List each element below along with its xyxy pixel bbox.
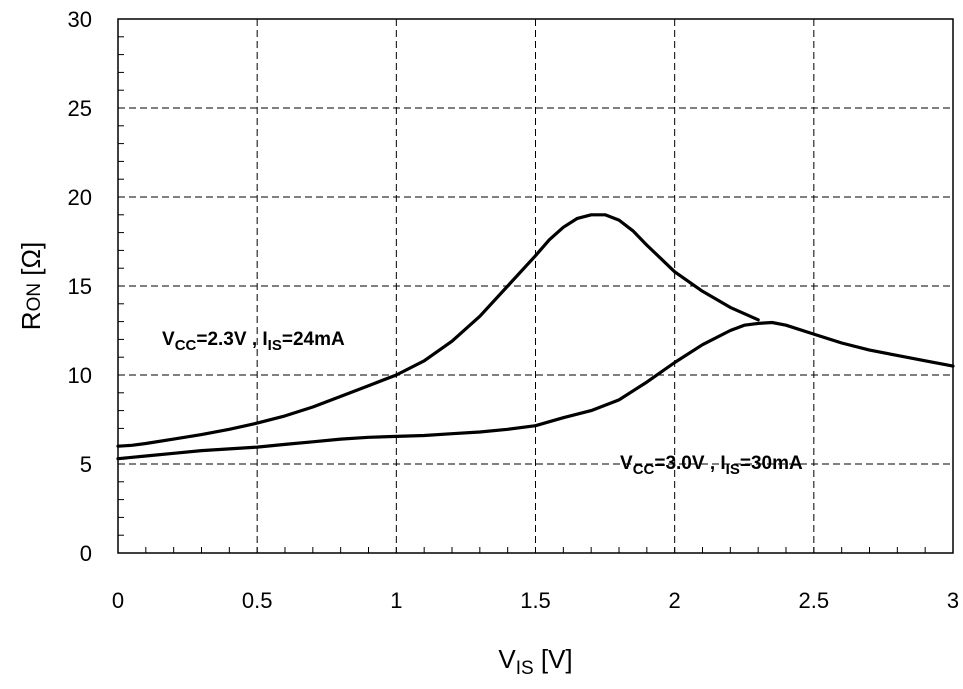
plot-frame — [117, 18, 954, 554]
y-axis-title-sub: ON — [24, 283, 45, 312]
y-tick-labels: 0 5 10 15 20 25 30 — [68, 7, 92, 566]
series-line-0 — [116, 213, 760, 448]
y-tick-label: 5 — [80, 452, 92, 477]
y-tick-label: 10 — [68, 363, 92, 388]
series-label-part: =2.3V , I — [196, 329, 267, 350]
x-tick-label: 2 — [669, 588, 681, 613]
series-label-sub: CC — [175, 337, 197, 354]
y-tick-label: 20 — [68, 185, 92, 210]
x-axis-title-sub: IS — [516, 658, 534, 679]
y-tick-label: 0 — [80, 541, 92, 566]
y-tick-label: 30 — [68, 7, 92, 32]
y-tick-label: 25 — [68, 96, 92, 121]
x-tick-label: 1 — [390, 588, 402, 613]
x-axis-title-main: V — [498, 644, 516, 674]
y-axis-title-main: R — [16, 311, 46, 330]
series-label-sub: IS — [268, 337, 282, 354]
y-axis-title-unit: [Ω] — [16, 242, 46, 283]
series-label-vcc-2-3v: VCC=2.3V , IIS=24mA — [162, 329, 345, 354]
series-label-part: =24mA — [282, 329, 345, 350]
x-tick-label: 0 — [112, 588, 124, 613]
x-axis-title: VIS [V] — [498, 644, 572, 679]
series-label-part: =30mA — [740, 453, 803, 474]
series-label-vcc-3-0v: VCC=3.0V , IIS=30mA — [620, 453, 803, 478]
y-axis-title: RON [Ω] — [16, 242, 46, 330]
x-tick-label: 0.5 — [242, 588, 273, 613]
x-tick-label: 2.5 — [799, 588, 830, 613]
series-lines — [116, 213, 955, 461]
x-tick-labels: 0 0.5 1 1.5 2 2.5 3 — [112, 588, 959, 613]
gridlines — [118, 19, 953, 553]
series-label-part: V — [620, 453, 633, 474]
series-label-part: =3.0V , I — [654, 453, 725, 474]
x-tick-label: 3 — [947, 588, 959, 613]
series-label-sub: IS — [726, 461, 740, 478]
y-tick-label: 15 — [68, 274, 92, 299]
series-label-part: V — [162, 329, 175, 350]
x-tick-label: 1.5 — [520, 588, 551, 613]
series-label-sub: CC — [633, 461, 655, 478]
x-axis-title-unit: [V] — [534, 644, 573, 674]
series-line-1 — [116, 320, 955, 461]
